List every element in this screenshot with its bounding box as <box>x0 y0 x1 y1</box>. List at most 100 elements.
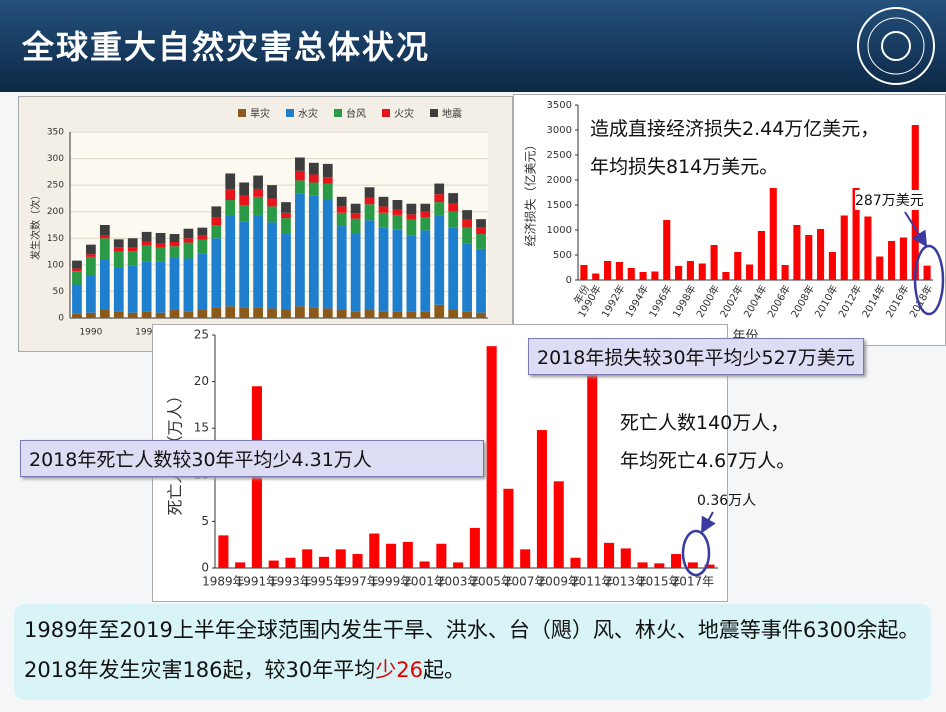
x-tick-label: 1997年 <box>336 575 379 589</box>
bar-segment <box>448 193 459 204</box>
bar-segment <box>308 195 319 308</box>
bar-segment <box>99 235 110 239</box>
y-tick-label: 0 <box>201 561 209 575</box>
bar-segment <box>86 256 96 276</box>
bar-segment <box>183 258 194 312</box>
bar-segment <box>350 233 361 312</box>
bar <box>828 252 836 280</box>
logo <box>857 7 935 85</box>
legend-label: 水灾 <box>298 107 318 120</box>
econ-note: 造成直接经济损失2.44万亿美元， 年均损失814万美元。 <box>586 108 884 188</box>
bar-segment <box>448 203 459 212</box>
bar-segment <box>462 311 472 318</box>
bar-segment <box>86 244 96 255</box>
y-axis-label: 经济损失（亿美元） <box>523 138 538 246</box>
bar-segment <box>378 196 389 207</box>
bar <box>675 266 683 280</box>
x-tick-label: 2015年 <box>638 575 681 589</box>
y-tick-label: 100 <box>47 260 64 270</box>
y-tick-label: 15 <box>194 421 209 435</box>
x-tick-label: 2007年 <box>504 575 547 589</box>
bar-segment <box>476 234 486 249</box>
bar-segment <box>183 238 194 243</box>
bar-segment <box>406 219 417 236</box>
footer-text: 1989年至2019上半年全球范围内发生干旱、洪水、台（飓）风、林火、地震等事件… <box>24 618 920 682</box>
legend-swatch <box>286 109 294 117</box>
bar-segment <box>127 312 138 318</box>
bar-segment <box>448 211 459 228</box>
bar-segment <box>392 311 403 318</box>
bar-segment <box>295 306 305 318</box>
bar-segment <box>322 183 333 200</box>
bar-segment <box>462 227 472 244</box>
y-tick-label: 150 <box>47 234 64 244</box>
bar-segment <box>364 197 375 205</box>
y-tick-label: 3000 <box>547 125 572 136</box>
legend-swatch <box>430 109 438 117</box>
bar-segment <box>476 312 486 318</box>
bar-segment <box>113 267 124 312</box>
bar-segment <box>99 225 110 236</box>
bar <box>318 556 330 568</box>
bar-segment <box>295 193 305 307</box>
y-tick-label: 200 <box>47 207 64 217</box>
y-tick-label: 5 <box>201 514 209 528</box>
bar <box>218 535 229 568</box>
bar <box>686 261 694 280</box>
slide-title: 全球重大自然灾害总体状况 <box>22 28 431 66</box>
x-tick-label: 1995年 <box>303 575 346 589</box>
bar-segment <box>281 212 291 219</box>
bar-segment <box>86 312 96 318</box>
bar-segment <box>308 182 319 196</box>
legend-label: 地震 <box>442 107 462 120</box>
bar-segment <box>169 234 180 243</box>
bar-segment <box>113 251 124 268</box>
bar <box>769 151 777 280</box>
y-tick-label: 350 <box>47 128 64 138</box>
header: 全球重大自然灾害总体状况 <box>0 0 946 92</box>
bar <box>793 225 801 280</box>
x-tick-label: 2003年 <box>437 575 480 589</box>
bar-segment <box>378 206 389 213</box>
bar <box>876 256 884 280</box>
bar-segment <box>197 227 208 236</box>
bar-segment <box>253 175 263 189</box>
bar-segment <box>141 245 152 262</box>
y-tick-label: 0 <box>566 275 572 286</box>
bar-segment <box>281 202 291 213</box>
econ-compare: 2018年损失较30年平均少527万美元 <box>528 338 864 375</box>
bar-segment <box>322 199 333 309</box>
bar-segment <box>225 189 236 201</box>
bar <box>604 261 612 280</box>
bar-segment <box>183 228 194 239</box>
bar-segment <box>72 284 82 314</box>
bar <box>603 542 615 568</box>
plot-background <box>70 132 488 318</box>
bar-segment <box>462 219 472 228</box>
y-tick-label: 500 <box>553 250 572 261</box>
bar-segment <box>406 235 417 312</box>
bar <box>746 264 754 280</box>
bar-segment <box>295 180 305 194</box>
bar-segment <box>239 307 250 318</box>
death-note: 死亡人数140万人， 年均死亡4.67万人。 <box>620 404 795 480</box>
y-axis-label: 发生次数（次） <box>29 190 42 260</box>
bar <box>864 216 872 280</box>
bar-segment <box>434 304 445 318</box>
bar-segment <box>197 310 208 318</box>
bar <box>536 430 547 568</box>
bar-segment <box>113 239 124 248</box>
legend-swatch <box>382 109 390 117</box>
bar-segment <box>155 247 166 262</box>
bar-segment <box>169 242 180 247</box>
bar-segment <box>127 265 138 313</box>
death-2018: 0.36万人 <box>697 493 757 509</box>
bar-segment <box>141 311 152 318</box>
bar-segment <box>322 177 333 184</box>
bar-segment <box>253 196 263 216</box>
bar <box>503 488 514 568</box>
bar-segment <box>99 310 110 318</box>
x-tick-label: 1989年 <box>202 575 245 589</box>
bar-segment <box>239 182 250 196</box>
